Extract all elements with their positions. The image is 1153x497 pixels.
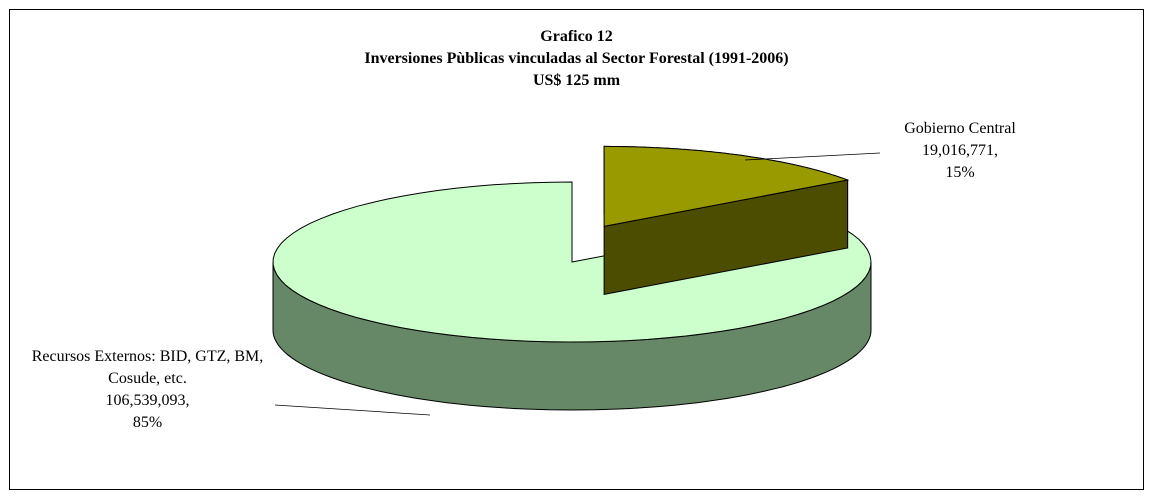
value-label: 19,016,771, (922, 142, 998, 159)
value-label: 106,539,093, (105, 392, 190, 409)
chart-title: Inversiones Pùblicas vinculadas al Secto… (364, 50, 789, 67)
leader-line (744, 152, 881, 161)
chart-title: Grafico 12 (540, 28, 613, 45)
slice-label: Gobierno Central 19,016,771, 15% (860, 118, 1060, 184)
percent-label: 15% (945, 164, 975, 181)
chart-title: US$ 125 mm (532, 72, 621, 89)
category-label: Gobierno Central (904, 120, 1016, 137)
slice-label: Recursos Externos: BID, GTZ, BM, Cosude,… (20, 346, 275, 434)
slice (603, 145, 850, 228)
category-label: Recursos Externos: BID, GTZ, BM, Cosude,… (31, 348, 264, 387)
percent-label: 85% (132, 414, 163, 431)
leader-line (274, 404, 431, 416)
slice (272, 181, 872, 343)
